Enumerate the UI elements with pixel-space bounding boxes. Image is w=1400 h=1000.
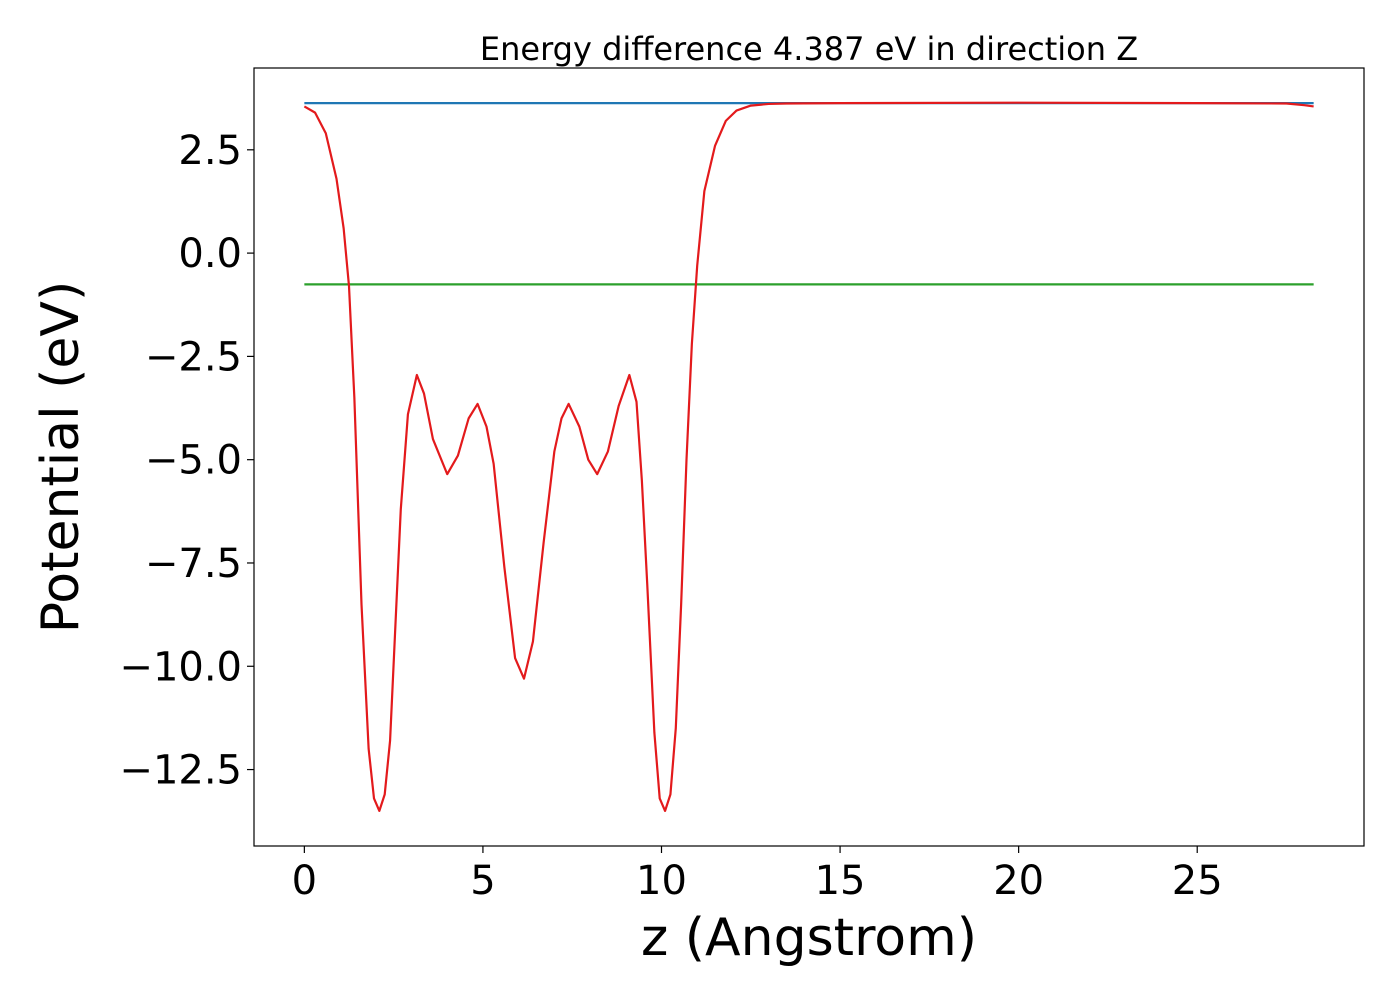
y-tick-label: 0.0 (178, 231, 242, 277)
x-tick-label: 20 (993, 858, 1044, 904)
y-tick-label: −10.0 (119, 644, 242, 690)
chart-title: Energy difference 4.387 eV in direction … (480, 30, 1138, 68)
plot-frame (253, 67, 1365, 847)
x-tick-label: 25 (1172, 858, 1223, 904)
y-tick-label: −12.5 (119, 748, 242, 794)
line-series (303, 101, 1314, 812)
y-axis-label: Potential (eV) (31, 281, 91, 633)
x-tick-label: 10 (636, 858, 687, 904)
y-tick-label: −7.5 (145, 541, 242, 587)
x-axis-label: z (Angstrom) (641, 908, 977, 968)
y-tick-label: −2.5 (145, 334, 242, 380)
y-tick-label: −5.0 (145, 438, 242, 484)
x-tick-label: 0 (292, 858, 317, 904)
y-tick-label: 2.5 (178, 128, 242, 174)
x-tick-label: 15 (815, 858, 866, 904)
x-tick-label: 5 (470, 858, 495, 904)
